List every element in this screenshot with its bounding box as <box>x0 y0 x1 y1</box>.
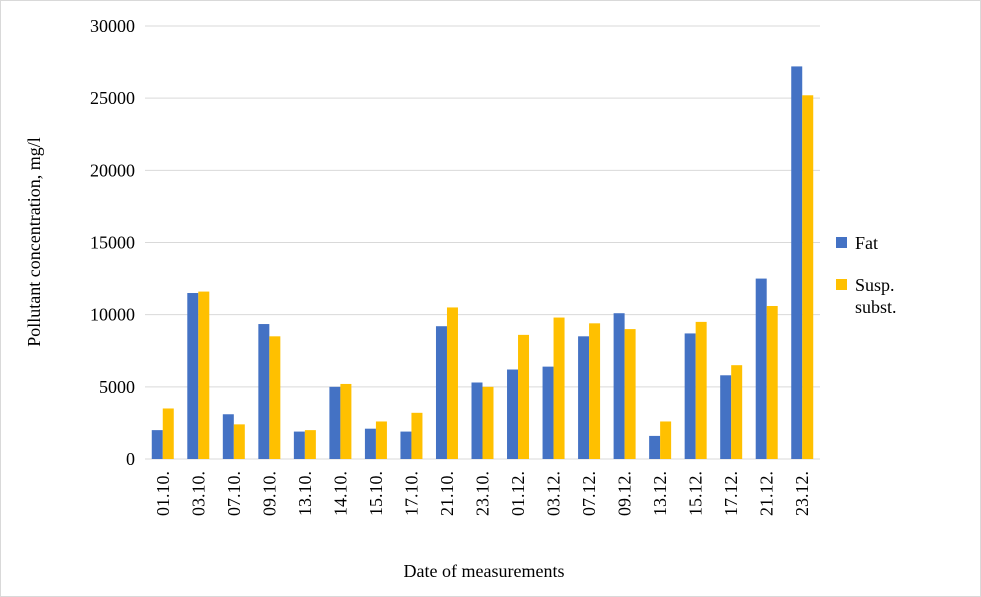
bar <box>162 408 174 459</box>
bar <box>222 414 234 459</box>
x-tick-label: 09.12. <box>615 471 635 516</box>
y-tick-label: 25000 <box>90 88 135 108</box>
bar <box>364 428 376 459</box>
legend-item: Susp. subst. <box>836 274 925 318</box>
bar <box>375 421 387 459</box>
x-tick-label: 09.10. <box>259 471 279 516</box>
x-tick-label: 17.12. <box>721 471 741 516</box>
legend-swatch <box>836 279 847 290</box>
x-tick-label: 21.10. <box>437 471 457 516</box>
bar <box>755 278 767 459</box>
bar <box>482 386 494 459</box>
bar <box>411 412 423 459</box>
x-tick-label: 03.12. <box>544 471 564 516</box>
bar <box>731 365 743 459</box>
x-tick-label: 17.10. <box>401 471 421 516</box>
x-tick-label: 23.10. <box>473 471 493 516</box>
bar <box>649 435 661 459</box>
x-tick-label: 07.10. <box>224 471 244 516</box>
y-tick-label: 20000 <box>90 160 135 180</box>
bar <box>578 336 590 459</box>
x-tick-label: 01.12. <box>508 471 528 516</box>
bar <box>233 424 245 459</box>
bar <box>684 333 696 459</box>
x-tick-label: 14.10. <box>330 471 350 516</box>
bar <box>435 326 447 459</box>
y-tick-label: 30000 <box>90 16 135 36</box>
bar <box>340 383 352 459</box>
x-tick-label: 13.10. <box>295 471 315 516</box>
bar <box>258 324 270 459</box>
x-tick-label: 03.10. <box>188 471 208 516</box>
bar <box>151 430 163 459</box>
bar <box>720 375 732 459</box>
x-tick-label: 15.12. <box>686 471 706 516</box>
bar <box>198 291 210 459</box>
legend-label: Susp. subst. <box>855 275 897 317</box>
bar <box>329 386 341 459</box>
bar <box>802 95 814 459</box>
bar <box>766 306 778 459</box>
x-tick-label: 07.12. <box>579 471 599 516</box>
x-axis-title: Date of measurements <box>404 561 565 581</box>
y-axis-title: Pollutant concentration, mg/l <box>24 137 44 346</box>
bar <box>518 334 530 459</box>
y-tick-label: 10000 <box>90 305 135 325</box>
x-tick-label: 23.12. <box>792 471 812 516</box>
x-tick-label: 13.12. <box>650 471 670 516</box>
bar <box>542 366 554 459</box>
bar <box>471 382 483 459</box>
bar <box>293 431 305 459</box>
x-tick-label: 21.12. <box>757 471 777 516</box>
bar <box>507 369 519 459</box>
y-tick-label: 15000 <box>90 233 135 253</box>
bar <box>446 307 458 459</box>
bar <box>304 430 316 459</box>
bar <box>269 336 281 459</box>
bar <box>791 66 803 459</box>
y-tick-label: 5000 <box>99 377 135 397</box>
x-tick-label: 15.10. <box>366 471 386 516</box>
bar <box>624 329 636 459</box>
bar <box>400 431 412 459</box>
bar <box>695 321 707 459</box>
bar <box>589 323 601 459</box>
legend-swatch <box>836 237 847 248</box>
bar <box>613 313 625 459</box>
y-tick-label: 0 <box>126 449 135 469</box>
bar <box>553 317 565 459</box>
legend-label: Fat <box>855 233 879 253</box>
legend-item: Fat <box>836 232 925 254</box>
x-tick-label: 01.10. <box>153 471 173 516</box>
bar <box>187 293 199 459</box>
bar <box>660 421 672 459</box>
plot-area: 0 5000 10000 15000 20000 25000 30000 01.10. 03.1… <box>90 16 820 516</box>
